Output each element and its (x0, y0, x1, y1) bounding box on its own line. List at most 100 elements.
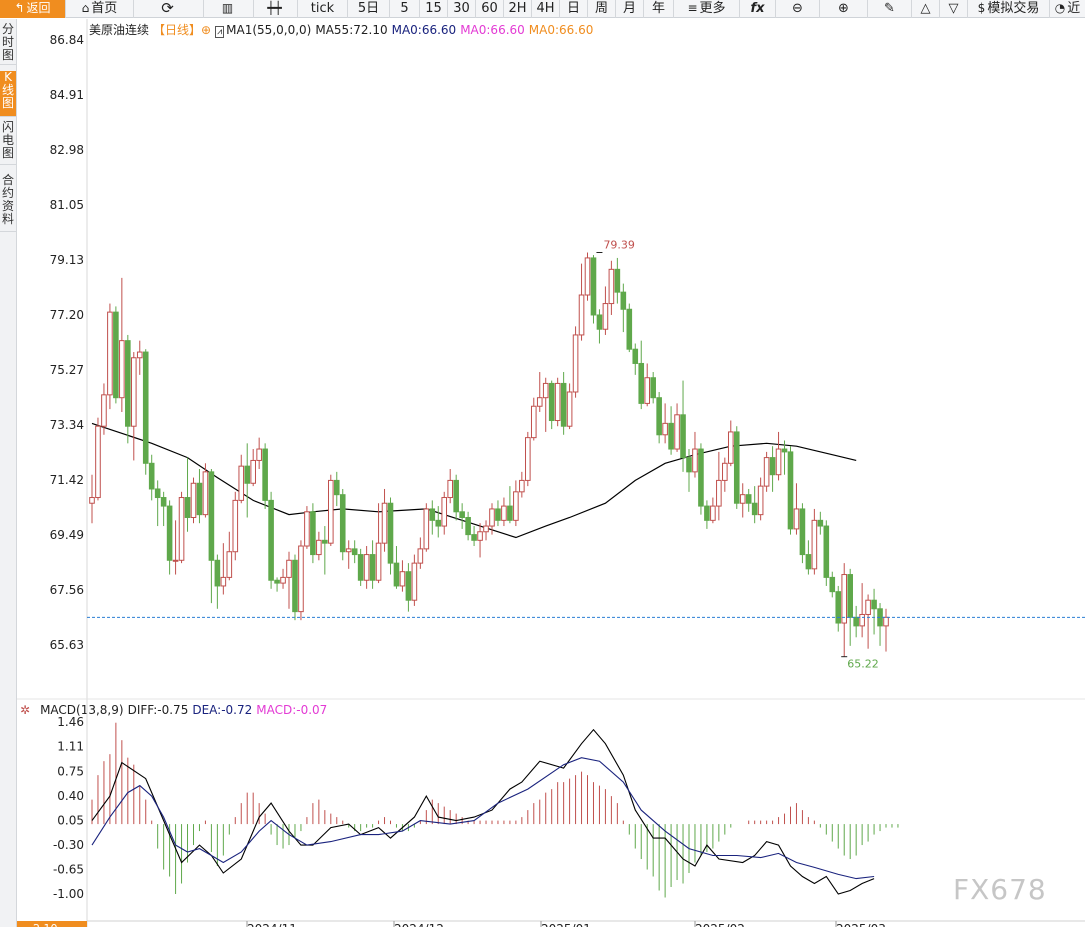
candle-body (214, 559, 221, 587)
price-tick-label: 71.42 (50, 473, 84, 487)
bottom-left-label: 2.10 (33, 922, 58, 927)
candle (95, 417, 101, 501)
period-15min-button[interactable]: 15 (420, 0, 448, 18)
candle (841, 563, 848, 657)
ma1-label: MA1(55,0,0,0) (226, 23, 312, 37)
candle-body (733, 431, 740, 504)
candle-body (411, 562, 418, 601)
home-icon: ⌂ (81, 1, 90, 15)
period-2h-button[interactable]: 2H (504, 0, 532, 18)
candle-type-button[interactable]: ┿┿ (254, 0, 298, 18)
candle-body (710, 505, 716, 521)
simulated-trade-button[interactable]: $ 模拟交易 (968, 0, 1050, 18)
back-button[interactable]: ↰ 返回 (0, 0, 66, 18)
draw-button[interactable]: ✎ (868, 0, 912, 18)
candle (333, 471, 340, 507)
candle-body (274, 579, 280, 584)
candle (202, 463, 209, 518)
macd-histogram (91, 722, 899, 898)
candle-body (787, 451, 794, 530)
candle (489, 503, 495, 535)
period-week-button[interactable]: 周 (588, 0, 616, 18)
sidebar-tab-flash[interactable]: 闪电图 (0, 121, 16, 165)
sidebar-tab-time-share[interactable]: 分时图 (0, 23, 16, 65)
macd-settings-icon[interactable]: ✲ (20, 703, 31, 717)
candle-body (626, 308, 633, 350)
candle-body (136, 351, 143, 359)
ma0-label-c: MA0:66.60 (528, 23, 594, 37)
candle-body (130, 357, 137, 427)
candle-body (232, 499, 239, 553)
chart-type-button[interactable]: ▥ (204, 0, 254, 18)
sidebar-tab-contract[interactable]: 合约资料 (0, 174, 16, 232)
candle (686, 449, 692, 492)
candle (101, 383, 107, 435)
candle-body (286, 559, 292, 578)
home-button[interactable]: ⌂ 首页 (66, 0, 134, 18)
candle (190, 477, 197, 524)
candle (811, 508, 818, 575)
triangle-down-button[interactable]: ▽ (940, 0, 968, 18)
candle-body (417, 548, 424, 564)
zoom-in-button[interactable]: ⊕ (820, 0, 868, 18)
candle-body (250, 459, 256, 484)
candle-body (369, 554, 376, 581)
candle (847, 568, 853, 646)
tick-button[interactable]: tick (298, 0, 348, 18)
candle-body (578, 294, 585, 336)
period-5min-button[interactable]: 5 (390, 0, 420, 18)
formula-button[interactable]: fx (740, 0, 776, 18)
period-day-button[interactable]: 日 (560, 0, 588, 18)
refresh-button[interactable]: ⟳ (134, 0, 204, 18)
candle-body (447, 479, 453, 499)
candle-body (423, 508, 430, 550)
candle (733, 426, 740, 509)
candle-body (632, 348, 639, 364)
candle (692, 431, 698, 478)
candle-body (722, 462, 728, 481)
candle-body (859, 613, 865, 627)
candle (608, 260, 615, 315)
candle (166, 500, 173, 575)
candle-body (101, 394, 107, 427)
candle (405, 563, 412, 612)
price-tick-label: 69.49 (50, 528, 84, 542)
candle-body (142, 351, 149, 464)
candle (716, 451, 722, 521)
candle-body (501, 505, 507, 521)
candle (429, 500, 436, 535)
candle (650, 372, 656, 404)
macd-tick-label: 0.05 (57, 814, 84, 828)
sidebar-tab-kline[interactable]: K线图 (0, 71, 16, 117)
settings-icon[interactable]: ⊕ (201, 23, 212, 37)
price-tick-label: 67.56 (50, 583, 84, 597)
candle-body (847, 574, 853, 618)
candle-body (107, 311, 113, 396)
candle-body (560, 382, 567, 427)
indicator-icon[interactable]: ⩘ (215, 26, 225, 38)
triangle-up-button[interactable]: △ (912, 0, 940, 18)
candle (507, 486, 513, 524)
price-tick-label: 79.13 (50, 253, 84, 267)
candle (710, 497, 716, 524)
candle (590, 255, 597, 324)
period-60min-button[interactable]: 60 (476, 0, 504, 18)
price-tick-label: 73.34 (50, 418, 84, 432)
period-5day-button[interactable]: 5日 (348, 0, 390, 18)
candle-body (877, 608, 883, 627)
macd-axis: 1.46 1.11 0.75 0.40 0.05 -0.30 -0.65 -1.00 (53, 715, 84, 901)
candle-body (662, 422, 668, 436)
pencil-icon: ✎ (884, 1, 895, 16)
candle-body (811, 519, 818, 570)
period-year-button[interactable]: 年 (644, 0, 674, 18)
period-month-button[interactable]: 月 (616, 0, 644, 18)
zoom-out-button[interactable]: ⊖ (776, 0, 820, 18)
more-button[interactable]: ≡ 更多 (674, 0, 740, 18)
period-30min-button[interactable]: 30 (448, 0, 476, 18)
date-label: 2024/11 (247, 922, 297, 927)
recent-button[interactable]: ◔ 近 (1054, 1, 1081, 16)
candle (399, 560, 406, 592)
period-4h-button[interactable]: 4H (532, 0, 560, 18)
candle-body (853, 616, 859, 627)
